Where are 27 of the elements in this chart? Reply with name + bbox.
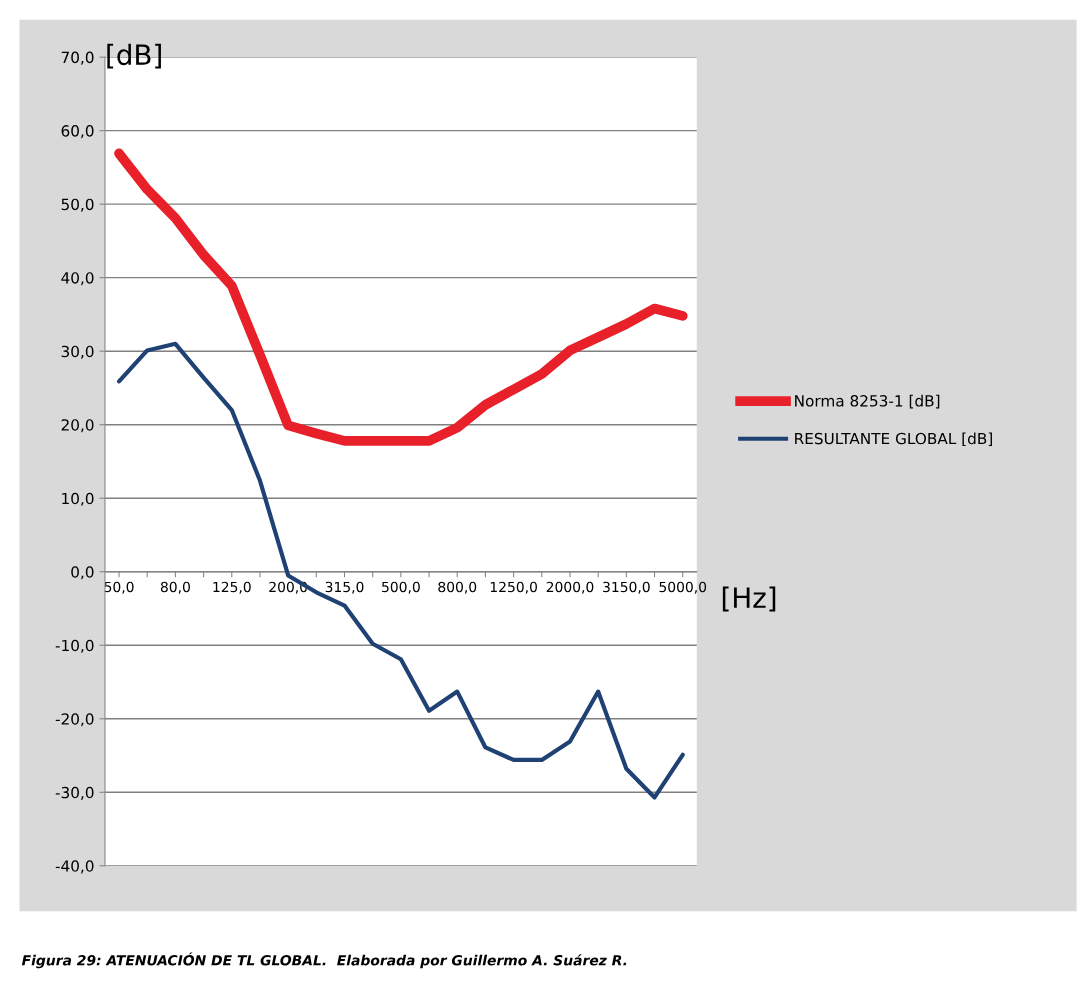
- y-axis-title: [dB]: [107, 43, 161, 69]
- x-tick-label: 1250,0: [490, 581, 537, 594]
- x-tick-label: 80,0: [160, 581, 190, 594]
- x-tick-label: 315,0: [325, 581, 364, 594]
- x-axis-title: [Hz]: [722, 586, 776, 612]
- text: Figura 29: ATENUACIÓN DE TL GLOBAL. Elaborada por Guillermo A. Suárez R.: [21, 952, 627, 969]
- y-tick-label: 0,0: [71, 566, 94, 580]
- y-tick-label: -40,0: [55, 860, 94, 874]
- x-tick-label: 5000,0: [659, 581, 707, 594]
- y-tick-label: -20,0: [55, 713, 94, 727]
- y-tick-label: 50,0: [61, 198, 94, 212]
- y-tick-label: 30,0: [61, 345, 94, 359]
- y-tick-label: -30,0: [55, 786, 94, 800]
- y-tick-label: 60,0: [61, 125, 94, 139]
- x-tick-label: 50,0: [104, 581, 134, 594]
- x-tick-label: 800,0: [438, 581, 477, 594]
- y-tick-label: -10,0: [55, 639, 94, 653]
- x-tick-label: 3150,0: [603, 581, 650, 594]
- y-tick-label: 40,0: [61, 272, 94, 286]
- y-tick-label: 70,0: [61, 51, 94, 65]
- x-tick-label: 125,0: [213, 581, 251, 594]
- legend-label: RESULTANTE GLOBAL [dB]: [795, 432, 992, 447]
- x-tick-label: 2000,0: [546, 581, 594, 594]
- x-tick-label: 500,0: [382, 581, 420, 594]
- legend-label: Norma 8253-1 [dB]: [795, 394, 940, 409]
- y-tick-label: 20,0: [61, 419, 94, 433]
- y-tick-label: 10,0: [62, 492, 94, 506]
